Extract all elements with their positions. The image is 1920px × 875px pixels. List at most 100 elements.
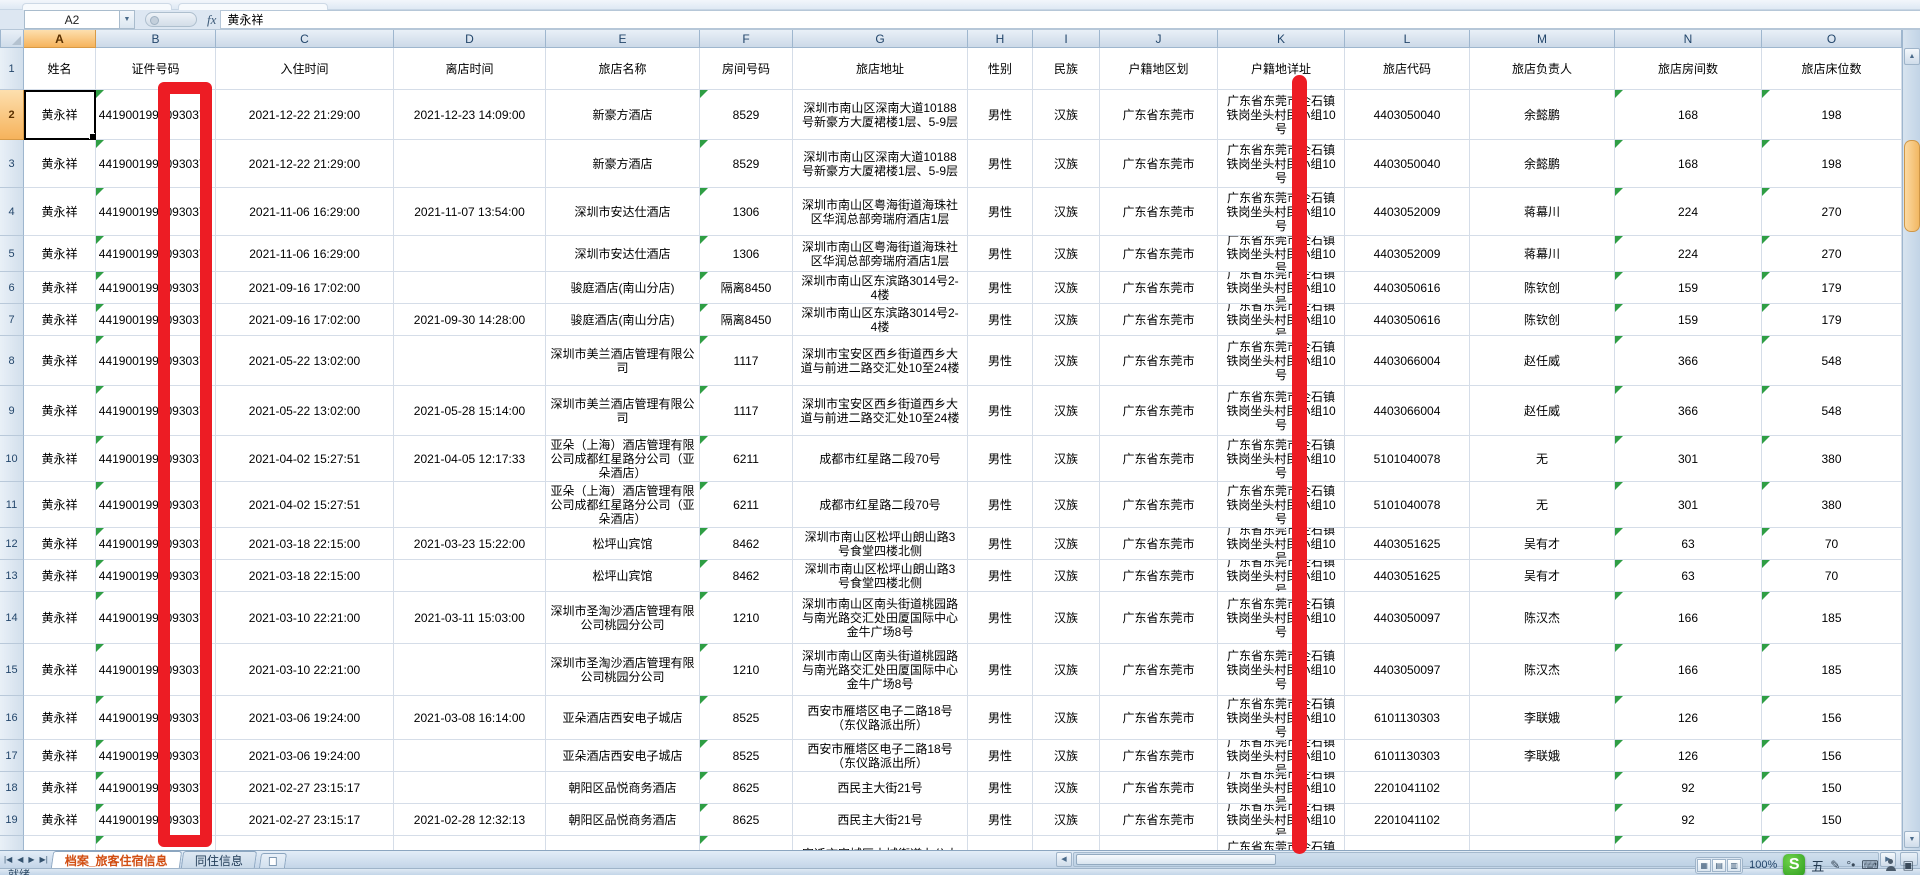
cell[interactable]: 男性 bbox=[968, 386, 1033, 436]
cell[interactable]: 126 bbox=[1615, 740, 1762, 772]
cell[interactable]: 深圳市圣淘沙酒店管理有限公司桃园分公司 bbox=[546, 592, 700, 644]
cell[interactable]: 汉族 bbox=[1033, 528, 1100, 560]
cell[interactable]: 5101040078 bbox=[1345, 482, 1470, 528]
cell[interactable]: 男性 bbox=[968, 140, 1033, 188]
cell[interactable]: 44190019900930376 bbox=[96, 482, 216, 528]
cell[interactable]: 黄永祥 bbox=[24, 90, 96, 140]
cell[interactable]: 广东省东莞市 bbox=[1100, 836, 1218, 850]
cell[interactable]: 224 bbox=[1615, 188, 1762, 236]
cell[interactable]: 2021-11-07 13:54:00 bbox=[394, 188, 546, 236]
cell[interactable]: 广东省东莞市企石镇铁岗坐头村民小组10号 bbox=[1218, 528, 1345, 560]
cell[interactable]: 1105 bbox=[700, 836, 793, 850]
cell[interactable]: 548 bbox=[1762, 336, 1902, 386]
row-header-5[interactable]: 5 bbox=[0, 236, 24, 272]
cell[interactable]: 证件号码 bbox=[96, 48, 216, 90]
name-box-dropdown-icon[interactable]: ▼ bbox=[120, 10, 135, 29]
cell[interactable]: 深圳市安达仕酒店 bbox=[546, 188, 700, 236]
view-page-break-icon[interactable]: ▥ bbox=[1727, 858, 1742, 872]
cell[interactable]: 男性 bbox=[968, 740, 1033, 772]
cell[interactable]: 126 bbox=[1615, 696, 1762, 740]
cell[interactable]: 广东省东莞市企石镇铁岗坐头村民小组10号 bbox=[1218, 304, 1345, 336]
cell[interactable]: 92 bbox=[1615, 772, 1762, 804]
cell[interactable]: 隔离8450 bbox=[700, 304, 793, 336]
cell[interactable]: 2021-12-23 14:09:00 bbox=[394, 90, 546, 140]
scroll-down-icon[interactable]: ▼ bbox=[1904, 831, 1920, 848]
cell[interactable]: 深圳市南山区深南大道10188号新豪方大厦裙楼1层、5-9层 bbox=[793, 90, 968, 140]
cell[interactable]: 黄永祥 bbox=[24, 592, 96, 644]
cell[interactable]: 广东省东莞市 bbox=[1100, 140, 1218, 188]
cell[interactable]: 44190019900930376 bbox=[96, 336, 216, 386]
cell[interactable]: 广东省东莞市 bbox=[1100, 90, 1218, 140]
cell[interactable]: 黄永祥 bbox=[24, 304, 96, 336]
cell[interactable]: 无 bbox=[1470, 482, 1615, 528]
cell[interactable]: 余懿鹏 bbox=[1470, 90, 1615, 140]
cell[interactable]: 2021-05-22 13:02:00 bbox=[216, 386, 394, 436]
cell[interactable]: 深圳市南山区粤海街道海珠社区华润总部旁瑞府酒店1层 bbox=[793, 236, 968, 272]
cell[interactable]: 西民主大街21号 bbox=[793, 804, 968, 836]
cell[interactable]: 1306 bbox=[700, 188, 793, 236]
cell[interactable]: 陈钦创 bbox=[1470, 304, 1615, 336]
row-header-19[interactable]: 19 bbox=[0, 804, 24, 836]
row-header-18[interactable]: 18 bbox=[0, 772, 24, 804]
cell[interactable]: 骏庭酒店(南山分店) bbox=[546, 304, 700, 336]
cell[interactable]: 92 bbox=[1615, 804, 1762, 836]
cell[interactable]: 黄永祥 bbox=[24, 272, 96, 304]
cell[interactable]: 旅店名称 bbox=[546, 48, 700, 90]
cell[interactable]: 深圳市南山区南头街道桃园路与南光路交汇处田厦国际中心金牛广场8号 bbox=[793, 644, 968, 696]
cell[interactable]: 6211 bbox=[700, 482, 793, 528]
cell[interactable]: 185 bbox=[1762, 592, 1902, 644]
cell[interactable]: 汉族 bbox=[1033, 236, 1100, 272]
cell[interactable]: 黄永祥 bbox=[24, 482, 96, 528]
cell[interactable]: 185 bbox=[1762, 644, 1902, 696]
cell[interactable] bbox=[394, 236, 546, 272]
cell[interactable]: 男性 bbox=[968, 528, 1033, 560]
cell[interactable]: 广东省东莞市 bbox=[1100, 336, 1218, 386]
col-header-E[interactable]: E bbox=[546, 30, 700, 48]
cell[interactable]: 166 bbox=[1615, 644, 1762, 696]
cell[interactable]: 4403050040 bbox=[1345, 90, 1470, 140]
cell[interactable]: 广东省东莞市企石镇铁岗坐头村民小组10号 bbox=[1218, 836, 1345, 850]
pen-icon[interactable]: ✎ bbox=[1830, 858, 1841, 872]
cell[interactable]: 168 bbox=[1615, 140, 1762, 188]
fx-icon[interactable]: fx bbox=[207, 11, 217, 27]
cell[interactable]: 2021-05-22 13:02:00 bbox=[216, 336, 394, 386]
col-header-B[interactable]: B bbox=[96, 30, 216, 48]
cell[interactable]: 广东省东莞市 bbox=[1100, 482, 1218, 528]
col-header-D[interactable]: D bbox=[394, 30, 546, 48]
next-sheet-icon[interactable]: ▶ bbox=[28, 855, 35, 864]
last-sheet-icon[interactable]: ▶| bbox=[39, 855, 48, 864]
cell[interactable]: 2021-12-22 21:29:00 bbox=[216, 140, 394, 188]
scroll-left-icon[interactable]: ◀ bbox=[1056, 851, 1072, 867]
cell[interactable] bbox=[394, 482, 546, 528]
cell[interactable]: 4403066004 bbox=[1345, 386, 1470, 436]
horizontal-scroll-track[interactable] bbox=[1073, 851, 1879, 867]
cell[interactable]: 301 bbox=[1615, 436, 1762, 482]
cell[interactable]: 男性 bbox=[968, 188, 1033, 236]
cell[interactable]: 2021-02-27 23:15:17 bbox=[216, 804, 394, 836]
vertical-scrollbar[interactable]: ▲ ▼ bbox=[1902, 30, 1920, 850]
cell[interactable]: 8625 bbox=[700, 772, 793, 804]
cell[interactable]: 赵任威 bbox=[1470, 336, 1615, 386]
cell[interactable] bbox=[394, 140, 546, 188]
cell[interactable]: 深圳市南山区东滨路3014号2-4楼 bbox=[793, 304, 968, 336]
cell[interactable]: 366 bbox=[1615, 386, 1762, 436]
cell[interactable]: 广东省东莞市 bbox=[1100, 560, 1218, 592]
cell[interactable]: 广东省东莞市 bbox=[1100, 236, 1218, 272]
cell[interactable]: 黄永祥 bbox=[24, 836, 96, 850]
cell[interactable]: 广东省东莞市 bbox=[1100, 528, 1218, 560]
cell[interactable]: 2021-03-10 22:21:00 bbox=[216, 644, 394, 696]
cell[interactable]: 蒋幕川 bbox=[1470, 236, 1615, 272]
horizontal-scroll-thumb[interactable] bbox=[1076, 853, 1276, 865]
cell[interactable]: 男性 bbox=[968, 304, 1033, 336]
cell[interactable]: 黄永祥 bbox=[24, 188, 96, 236]
sheet-tab-1[interactable]: 档案_旅客住宿信息 bbox=[50, 851, 182, 868]
cell[interactable]: 男性 bbox=[968, 90, 1033, 140]
vertical-scroll-thumb[interactable] bbox=[1904, 140, 1920, 232]
cell[interactable]: 旅店负责人 bbox=[1470, 48, 1615, 90]
row-header-15[interactable]: 15 bbox=[0, 644, 24, 696]
cell[interactable]: 广东省东莞市企石镇铁岗坐头村民小组10号 bbox=[1218, 90, 1345, 140]
cell[interactable]: 2021-03-10 22:21:00 bbox=[216, 592, 394, 644]
row-header-6[interactable]: 6 bbox=[0, 272, 24, 304]
cell[interactable]: 2021-11-06 16:29:00 bbox=[216, 188, 394, 236]
row-header-7[interactable]: 7 bbox=[0, 304, 24, 336]
